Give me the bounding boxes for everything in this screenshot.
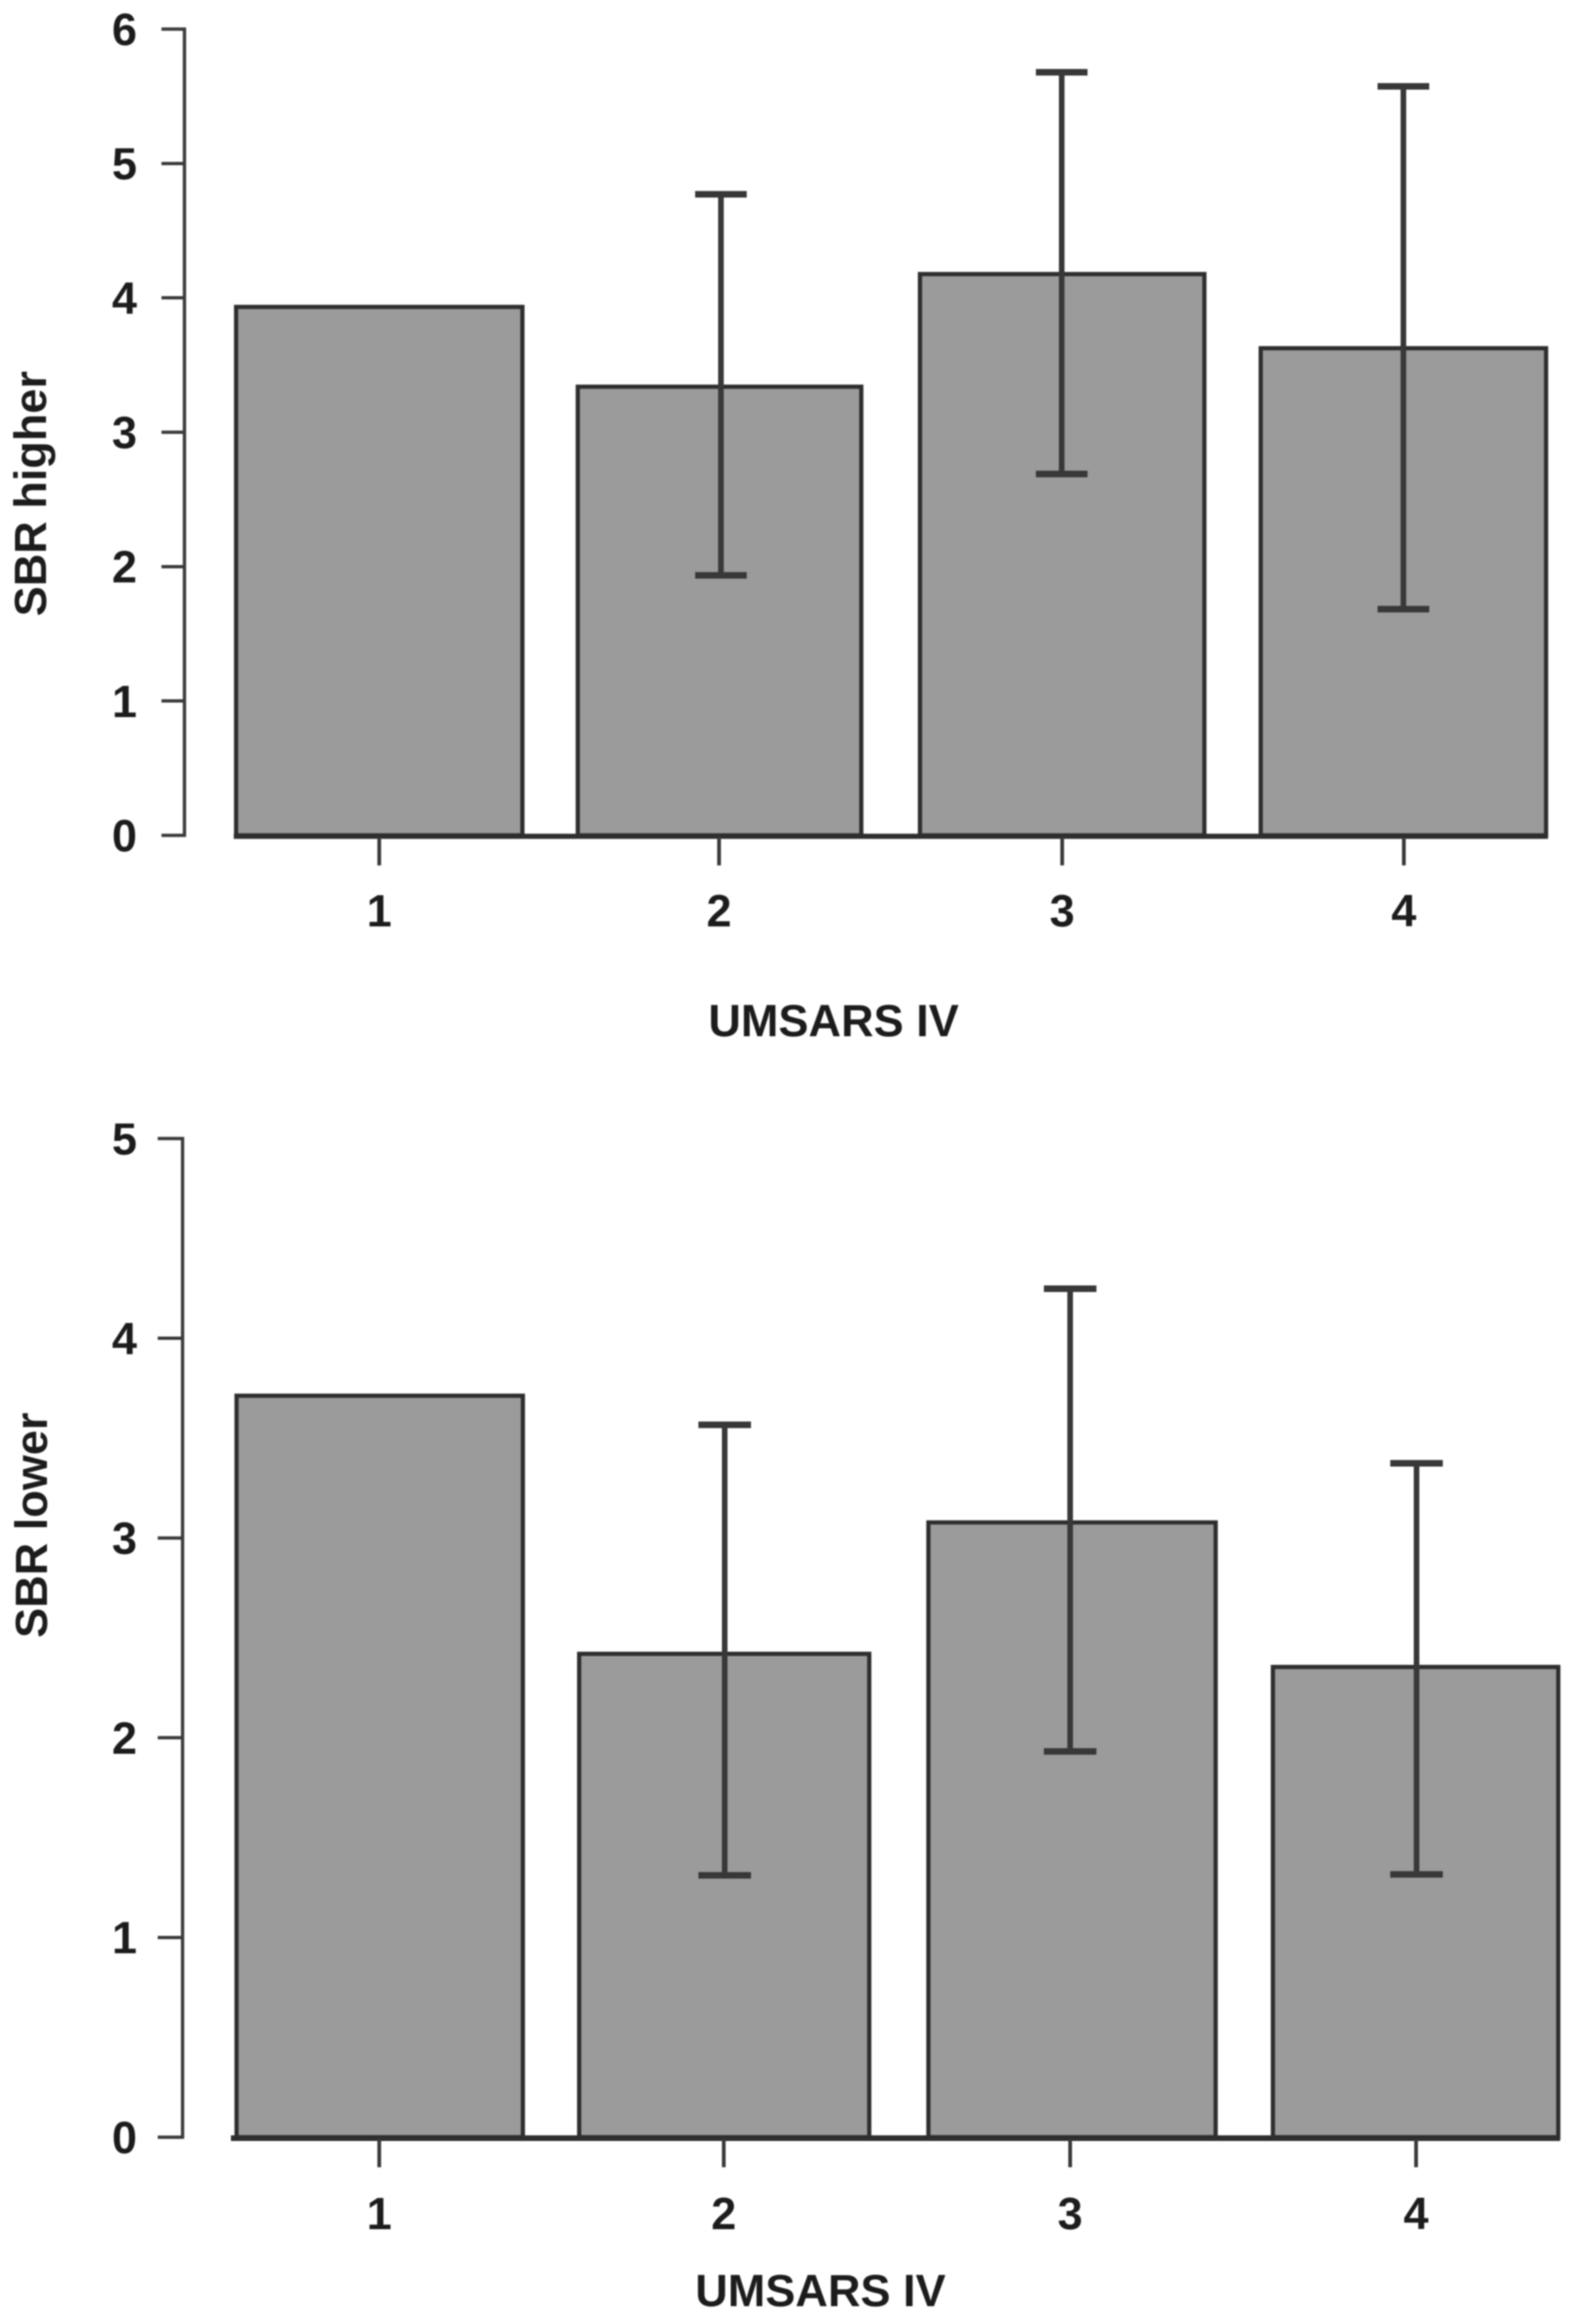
svg-text:0: 0 (112, 2114, 137, 2163)
svg-text:2: 2 (712, 2190, 737, 2240)
svg-text:4: 4 (112, 1315, 137, 1365)
svg-text:5: 5 (112, 1115, 137, 1165)
svg-text:2: 2 (112, 543, 137, 593)
svg-text:SBR lower: SBR lower (8, 1413, 57, 1638)
svg-text:5: 5 (112, 140, 137, 190)
svg-text:1: 1 (367, 887, 392, 937)
svg-text:1: 1 (112, 1914, 137, 1964)
svg-text:3: 3 (1058, 2190, 1083, 2240)
svg-text:3: 3 (1049, 887, 1075, 937)
svg-text:2: 2 (707, 887, 732, 937)
svg-text:3: 3 (112, 409, 137, 459)
svg-text:UMSARS IV: UMSARS IV (696, 2267, 946, 2316)
svg-text:4: 4 (1403, 2190, 1429, 2240)
svg-text:2: 2 (112, 1714, 137, 1764)
svg-text:4: 4 (1391, 887, 1417, 937)
svg-text:SBR higher: SBR higher (7, 371, 56, 616)
svg-text:4: 4 (112, 274, 137, 324)
svg-text:0: 0 (112, 812, 137, 862)
svg-text:UMSARS IV: UMSARS IV (709, 997, 959, 1047)
svg-text:1: 1 (112, 678, 137, 727)
svg-text:6: 6 (112, 6, 137, 55)
svg-text:1: 1 (367, 2190, 392, 2240)
svg-text:3: 3 (112, 1515, 137, 1565)
